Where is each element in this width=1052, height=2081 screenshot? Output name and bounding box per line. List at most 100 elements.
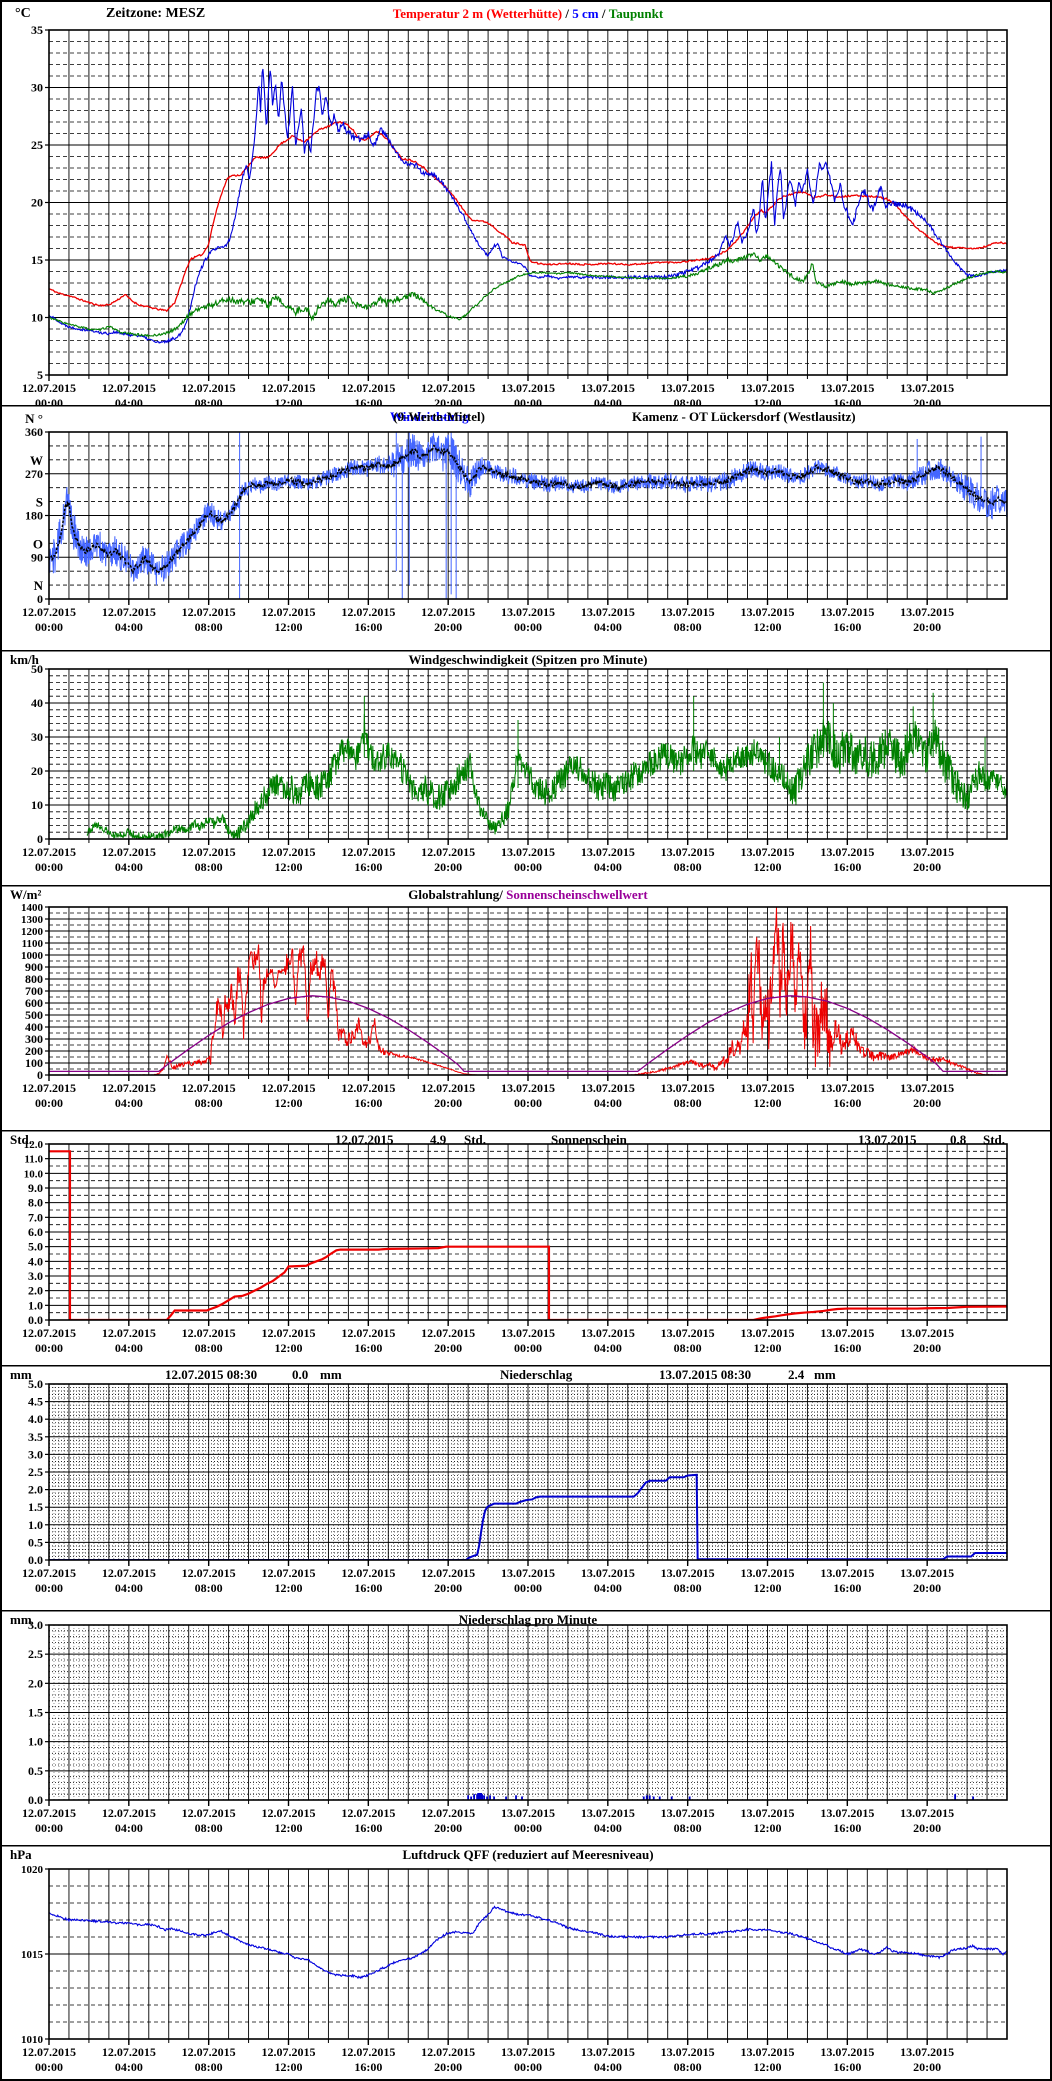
svg-text:08:00: 08:00 bbox=[674, 860, 702, 874]
sunshine-title: Sonnenschein bbox=[551, 1132, 627, 1147]
svg-text:12.07.2015: 12.07.2015 bbox=[182, 1081, 236, 1095]
svg-text:12.07.2015: 12.07.2015 bbox=[341, 605, 395, 619]
svg-text:12.07.2015: 12.07.2015 bbox=[182, 2045, 236, 2059]
precipitation-total-2: 2.4 bbox=[788, 1367, 805, 1382]
svg-text:90: 90 bbox=[31, 550, 43, 564]
wind-speed-chart: 5040302010012.07.201500:0012.07.201504:0… bbox=[2, 650, 1050, 874]
svg-text:13.07.2015: 13.07.2015 bbox=[661, 1806, 715, 1820]
svg-text:270: 270 bbox=[25, 467, 43, 481]
svg-text:1400: 1400 bbox=[21, 902, 44, 914]
svg-text:12.07.2015: 12.07.2015 bbox=[182, 845, 236, 859]
svg-text:12.07.2015: 12.07.2015 bbox=[22, 1806, 76, 1820]
precipitation-title: Niederschlag bbox=[500, 1367, 573, 1382]
svg-text:35: 35 bbox=[31, 23, 43, 37]
svg-text:N: N bbox=[34, 578, 44, 593]
svg-text:15: 15 bbox=[31, 253, 43, 267]
svg-text:13.07.2015: 13.07.2015 bbox=[581, 1326, 635, 1340]
svg-text:300: 300 bbox=[25, 1032, 43, 1046]
svg-text:12:00: 12:00 bbox=[275, 1581, 303, 1595]
svg-text:08:00: 08:00 bbox=[674, 620, 702, 634]
svg-text:13.07.2015: 13.07.2015 bbox=[581, 845, 635, 859]
svg-text:16:00: 16:00 bbox=[354, 2060, 382, 2074]
svg-text:20:00: 20:00 bbox=[913, 2060, 941, 2074]
svg-text:1.0: 1.0 bbox=[28, 1735, 43, 1749]
svg-text:13.07.2015: 13.07.2015 bbox=[741, 845, 795, 859]
svg-text:13.07.2015: 13.07.2015 bbox=[741, 2045, 795, 2059]
svg-text:3.0: 3.0 bbox=[28, 1447, 43, 1461]
svg-text:13.07.2015: 13.07.2015 bbox=[501, 2045, 555, 2059]
svg-text:13.07.2015: 13.07.2015 bbox=[820, 605, 874, 619]
svg-text:12.07.2015: 12.07.2015 bbox=[102, 381, 156, 395]
wind-direction-title: Windrichtung bbox=[390, 409, 469, 424]
svg-text:12.07.2015: 12.07.2015 bbox=[421, 1566, 475, 1580]
svg-text:13.07.2015: 13.07.2015 bbox=[741, 1806, 795, 1820]
svg-text:20:00: 20:00 bbox=[913, 860, 941, 874]
svg-text:00:00: 00:00 bbox=[35, 1096, 63, 1110]
svg-text:2.5: 2.5 bbox=[28, 1465, 43, 1479]
svg-text:08:00: 08:00 bbox=[674, 1096, 702, 1110]
svg-text:40: 40 bbox=[31, 696, 43, 710]
svg-text:12:00: 12:00 bbox=[275, 1096, 303, 1110]
svg-text:10.0: 10.0 bbox=[24, 1168, 44, 1180]
svg-text:12.07.2015: 12.07.2015 bbox=[22, 1081, 76, 1095]
svg-text:O: O bbox=[33, 536, 43, 551]
svg-text:00:00: 00:00 bbox=[514, 1341, 542, 1355]
svg-text:2.0: 2.0 bbox=[28, 1483, 43, 1497]
svg-text:360: 360 bbox=[25, 425, 43, 439]
svg-text:8.0: 8.0 bbox=[28, 1196, 43, 1210]
svg-text:12.07.2015: 12.07.2015 bbox=[341, 845, 395, 859]
precipitation-total-unit-1: mm bbox=[320, 1367, 342, 1382]
svg-text:12.07.2015: 12.07.2015 bbox=[341, 2045, 395, 2059]
svg-text:20:00: 20:00 bbox=[434, 1581, 462, 1595]
svg-text:08:00: 08:00 bbox=[195, 396, 223, 405]
svg-text:3.0: 3.0 bbox=[28, 1269, 43, 1283]
svg-text:08:00: 08:00 bbox=[674, 1581, 702, 1595]
svg-text:20:00: 20:00 bbox=[434, 1096, 462, 1110]
svg-text:12.07.2015: 12.07.2015 bbox=[421, 2045, 475, 2059]
svg-text:04:00: 04:00 bbox=[594, 1096, 622, 1110]
svg-text:04:00: 04:00 bbox=[594, 1581, 622, 1595]
svg-text:12.07.2015: 12.07.2015 bbox=[262, 1806, 316, 1820]
svg-text:04:00: 04:00 bbox=[594, 620, 622, 634]
svg-text:12.07.2015: 12.07.2015 bbox=[262, 845, 316, 859]
svg-text:12:00: 12:00 bbox=[275, 1341, 303, 1355]
svg-text:S: S bbox=[36, 495, 43, 510]
global-radiation-chart: 1400130012001100100090080070060050040030… bbox=[2, 885, 1050, 1110]
svg-text:12:00: 12:00 bbox=[275, 1821, 303, 1835]
svg-text:4.0: 4.0 bbox=[28, 1254, 43, 1268]
svg-text:04:00: 04:00 bbox=[594, 1821, 622, 1835]
svg-text:13.07.2015: 13.07.2015 bbox=[900, 845, 954, 859]
svg-text:16:00: 16:00 bbox=[354, 1341, 382, 1355]
svg-text:08:00: 08:00 bbox=[195, 1341, 223, 1355]
svg-text:50: 50 bbox=[31, 662, 43, 676]
precipitation-total-1: 0.0 bbox=[292, 1367, 309, 1382]
svg-text:600: 600 bbox=[25, 996, 43, 1010]
svg-text:00:00: 00:00 bbox=[514, 1581, 542, 1595]
panel-precipitation-per-minute: 3.0 2.5 2.0 1.5 1.0 0.5 0.0 12.07.2015 00:00 12.0… bbox=[2, 1610, 1050, 1845]
svg-text:13.07.2015: 13.07.2015 bbox=[900, 1566, 954, 1580]
svg-text:08:00: 08:00 bbox=[195, 1821, 223, 1835]
svg-text:04:00: 04:00 bbox=[115, 1096, 143, 1110]
svg-text:04:00: 04:00 bbox=[115, 860, 143, 874]
svg-text:12.07.2015: 12.07.2015 bbox=[262, 605, 316, 619]
svg-text:13.07.2015: 13.07.2015 bbox=[741, 1566, 795, 1580]
temperature-5cm-label: 5 cm bbox=[572, 6, 599, 21]
precipitation-date-1: 12.07.2015 08:30 bbox=[165, 1367, 258, 1382]
panel-global-radiation: 1400 1300 1200 1100 1000 900 800 700 600 500 400 30… bbox=[2, 885, 1050, 1130]
svg-text:13.07.2015: 13.07.2015 bbox=[900, 2045, 954, 2059]
svg-text:1.5: 1.5 bbox=[28, 1706, 43, 1720]
svg-text:04:00: 04:00 bbox=[115, 620, 143, 634]
svg-text:13.07.2015: 13.07.2015 bbox=[820, 845, 874, 859]
svg-text:12.07.2015: 12.07.2015 bbox=[341, 1326, 395, 1340]
svg-text:12.07.2015: 12.07.2015 bbox=[22, 845, 76, 859]
svg-text:12.07.2015: 12.07.2015 bbox=[341, 381, 395, 395]
svg-text:12:00: 12:00 bbox=[754, 1821, 782, 1835]
svg-text:180: 180 bbox=[25, 509, 43, 523]
svg-text:12:00: 12:00 bbox=[754, 1581, 782, 1595]
precipitation-date-2: 13.07.2015 08:30 bbox=[659, 1367, 752, 1382]
panel-wind-speed: 50 40 30 20 10 0 12.07.2015 00:00 12.07.2015 04:0… bbox=[2, 650, 1050, 885]
svg-text:12.07.2015: 12.07.2015 bbox=[22, 1566, 76, 1580]
svg-text:13.07.2015: 13.07.2015 bbox=[820, 1326, 874, 1340]
svg-text:16:00: 16:00 bbox=[354, 1821, 382, 1835]
svg-text:1100: 1100 bbox=[22, 938, 44, 950]
